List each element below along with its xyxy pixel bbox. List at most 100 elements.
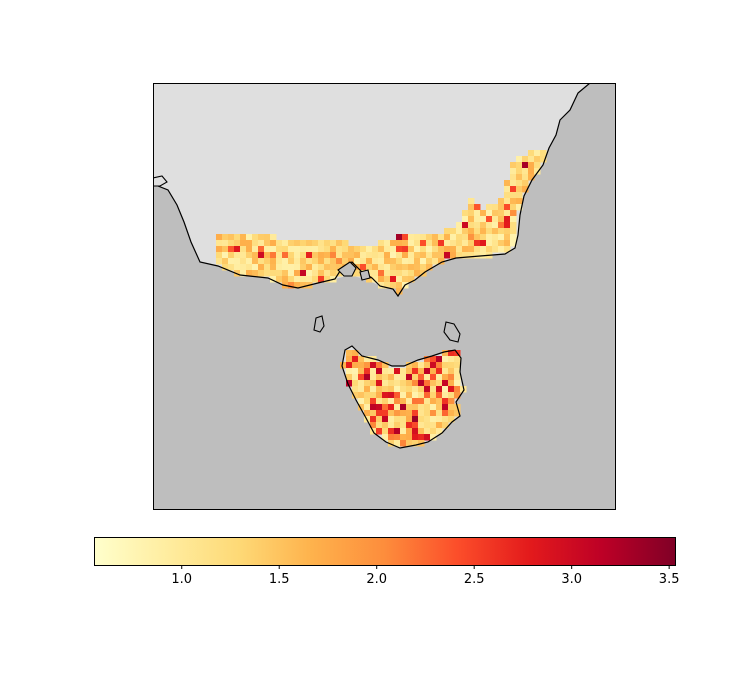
data-cell xyxy=(370,368,377,375)
data-cell xyxy=(360,258,367,265)
data-cell xyxy=(486,246,493,253)
data-cell xyxy=(348,252,355,259)
data-cell xyxy=(376,410,383,417)
data-cell xyxy=(418,362,425,369)
data-cell xyxy=(450,252,457,259)
data-cell xyxy=(324,246,331,253)
data-cell xyxy=(412,410,419,417)
data-cell xyxy=(456,222,463,229)
data-cell xyxy=(352,386,359,393)
data-cell xyxy=(358,380,365,387)
mainland-coastline xyxy=(153,83,591,298)
data-cell xyxy=(378,258,385,265)
data-cell xyxy=(276,252,283,259)
data-cell xyxy=(522,156,529,163)
data-cell xyxy=(372,270,379,277)
data-cell xyxy=(480,210,487,217)
data-cell xyxy=(450,228,457,235)
data-cell xyxy=(402,246,409,253)
data-cell xyxy=(418,434,425,441)
data-cell xyxy=(474,216,481,223)
data-cell xyxy=(486,210,493,217)
data-cell xyxy=(288,276,295,283)
data-cell xyxy=(510,186,517,193)
data-cell xyxy=(510,174,517,181)
data-cell xyxy=(430,422,437,429)
data-cell xyxy=(396,288,403,295)
data-cell xyxy=(534,168,541,175)
data-cell xyxy=(394,398,401,405)
data-cell xyxy=(360,264,367,271)
data-cell xyxy=(504,180,511,187)
data-cell xyxy=(510,168,517,175)
data-cell xyxy=(430,368,437,375)
data-cell xyxy=(462,246,469,253)
data-cell xyxy=(426,246,433,253)
data-cell xyxy=(436,374,443,381)
data-cell xyxy=(352,380,359,387)
data-cell xyxy=(270,240,277,247)
data-cell xyxy=(504,204,511,211)
data-cell xyxy=(504,240,511,247)
data-cell xyxy=(448,350,455,357)
data-cell xyxy=(540,150,547,157)
data-cell xyxy=(492,240,499,247)
data-cell xyxy=(276,246,283,253)
data-cell xyxy=(448,374,455,381)
data-cell xyxy=(276,276,283,283)
data-cell xyxy=(276,270,283,277)
data-cell xyxy=(370,386,377,393)
data-cell xyxy=(462,210,469,217)
data-cell xyxy=(352,374,359,381)
data-cell xyxy=(264,258,271,265)
data-cell xyxy=(282,258,289,265)
data-cell xyxy=(352,350,359,357)
data-cell xyxy=(390,258,397,265)
data-cell xyxy=(408,276,415,283)
data-cell xyxy=(430,428,437,435)
data-cell xyxy=(300,240,307,247)
data-cell xyxy=(412,440,419,447)
data-cell xyxy=(408,252,415,259)
data-cell xyxy=(370,392,377,399)
data-cell xyxy=(414,270,421,277)
data-cell xyxy=(372,252,379,259)
data-cell xyxy=(246,234,253,241)
data-cell xyxy=(510,234,517,241)
data-cell xyxy=(358,356,365,363)
data-cell xyxy=(418,380,425,387)
data-cell xyxy=(294,282,301,289)
data-cell xyxy=(354,252,361,259)
data-cell xyxy=(390,246,397,253)
data-cell xyxy=(448,356,455,363)
data-cell xyxy=(376,380,383,387)
data-cell xyxy=(438,258,445,265)
data-cell xyxy=(388,398,395,405)
data-cell xyxy=(442,392,449,399)
data-cell xyxy=(336,240,343,247)
data-cell xyxy=(240,234,247,241)
data-cell xyxy=(412,398,419,405)
data-cell xyxy=(510,222,517,229)
data-cell xyxy=(510,192,517,199)
data-cell xyxy=(468,228,475,235)
data-cell xyxy=(276,240,283,247)
data-cell xyxy=(426,240,433,247)
data-cell xyxy=(528,174,535,181)
data-cell xyxy=(354,270,361,277)
data-cell xyxy=(318,276,325,283)
data-cell xyxy=(382,362,389,369)
data-cell xyxy=(394,404,401,411)
data-cell xyxy=(348,246,355,253)
data-cell xyxy=(300,246,307,253)
data-cell xyxy=(436,368,443,375)
data-cell xyxy=(432,246,439,253)
data-cell xyxy=(442,416,449,423)
data-cell xyxy=(456,234,463,241)
data-cell xyxy=(370,410,377,417)
data-cell xyxy=(234,234,241,241)
data-cell xyxy=(432,234,439,241)
data-cell xyxy=(448,368,455,375)
data-cell xyxy=(300,264,307,271)
data-cell xyxy=(430,374,437,381)
